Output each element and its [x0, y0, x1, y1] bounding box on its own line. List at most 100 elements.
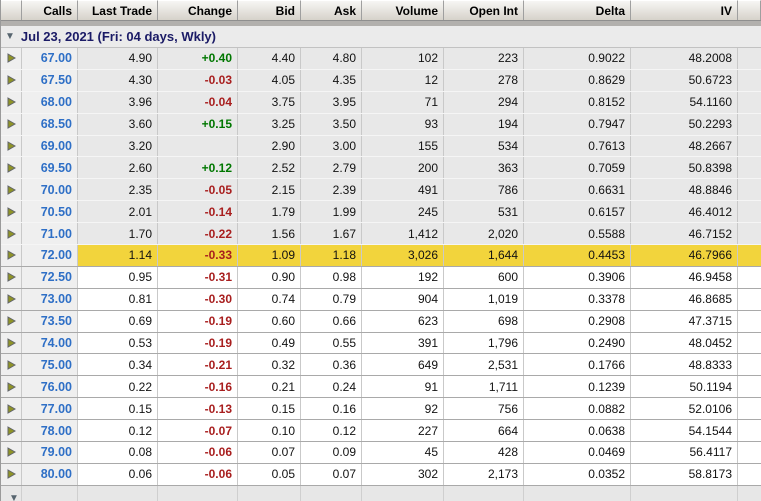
option-row-77.00[interactable]: 77.00 0.15 -0.13 0.15 0.16 92 756 0.0882 52.0106 — [1, 398, 761, 421]
expand-arrow-cell[interactable] — [1, 398, 22, 420]
expand-arrow-cell[interactable] — [1, 310, 22, 332]
strike-cell[interactable]: 77.00 — [22, 398, 78, 420]
expand-arrow-icon[interactable] — [7, 272, 16, 283]
strike-cell[interactable]: 67.50 — [22, 69, 78, 91]
expand-arrow-icon[interactable] — [7, 206, 16, 217]
volume-cell: 904 — [362, 288, 444, 310]
option-row-71.00[interactable]: 71.00 1.70 -0.22 1.56 1.67 1,412 2,020 0.5588 46… — [1, 223, 761, 246]
strike-cell[interactable]: 75.00 — [22, 354, 78, 376]
expand-arrow-icon[interactable] — [7, 447, 16, 458]
expand-arrow-cell[interactable] — [1, 113, 22, 135]
expand-arrow-icon[interactable] — [7, 403, 16, 414]
header-cell-open-int[interactable]: Open Int — [444, 0, 524, 20]
expand-arrow-cell[interactable] — [1, 179, 22, 201]
expand-arrow-icon[interactable] — [7, 316, 16, 326]
expand-arrow-icon[interactable] — [7, 163, 16, 173]
last-trade-cell: 4.90 — [78, 48, 158, 69]
expand-arrow-cell[interactable] — [1, 266, 22, 288]
expand-arrow-cell[interactable] — [1, 157, 22, 179]
expand-arrow-icon[interactable] — [7, 469, 16, 480]
strike-cell[interactable]: 69.00 — [22, 135, 78, 157]
expand-arrow-cell[interactable] — [1, 48, 22, 69]
option-row-78.00[interactable]: 78.00 0.12 -0.07 0.10 0.12 227 664 0.0638 54.154… — [1, 420, 761, 443]
option-row-75.00[interactable]: 75.00 0.34 -0.21 0.32 0.36 649 2,531 0.1766 48.8… — [1, 354, 761, 377]
expand-arrow-icon[interactable] — [7, 250, 16, 261]
strike-cell[interactable]: 70.00 — [22, 179, 78, 201]
option-row-68.00[interactable]: 68.00 3.96 -0.04 3.75 3.95 71 294 0.8152 54.1160 — [1, 91, 761, 114]
expand-arrow-cell[interactable] — [1, 332, 22, 354]
option-row-70.50[interactable]: 70.50 2.01 -0.14 1.79 1.99 245 531 0.6157 46.401… — [1, 201, 761, 224]
expand-arrow-cell[interactable] — [1, 442, 22, 463]
expand-arrow-cell[interactable] — [1, 463, 22, 485]
delta-cell: 0.8629 — [524, 69, 631, 91]
strike-cell[interactable]: 73.50 — [22, 310, 78, 332]
strike-cell[interactable]: 72.00 — [22, 245, 78, 266]
expand-arrow-cell[interactable] — [1, 354, 22, 376]
option-row-74.00[interactable]: 74.00 0.53 -0.19 0.49 0.55 391 1,796 0.2490 48.0… — [1, 332, 761, 355]
expand-arrow-cell[interactable] — [1, 91, 22, 113]
option-row-73.00[interactable]: 73.00 0.81 -0.30 0.74 0.79 904 1,019 0.3378 46.8… — [1, 288, 761, 311]
option-row-73.50[interactable]: 73.50 0.69 -0.19 0.60 0.66 623 698 0.2908 47.371… — [1, 310, 761, 333]
strike-cell[interactable]: 70.50 — [22, 201, 78, 223]
option-row-67.00[interactable]: 67.00 4.90 +0.40 4.40 4.80 102 223 0.9022 48.200… — [1, 48, 761, 70]
expand-arrow-icon[interactable] — [7, 228, 16, 239]
strike-cell[interactable]: 68.00 — [22, 91, 78, 113]
expand-arrow-cell[interactable] — [1, 376, 22, 398]
strike-cell[interactable]: 67.00 — [22, 48, 78, 69]
expand-arrow-cell[interactable] — [1, 201, 22, 223]
header-cell-ask[interactable]: Ask — [301, 0, 362, 20]
strike-cell[interactable]: 71.00 — [22, 223, 78, 245]
option-row-68.50[interactable]: 68.50 3.60 +0.15 3.25 3.50 93 194 0.7947 50.2293 — [1, 113, 761, 136]
partial-row-cell — [1, 485, 22, 501]
expand-arrow-icon[interactable] — [7, 425, 16, 436]
expand-arrow-cell[interactable] — [1, 245, 22, 266]
option-row-69.50[interactable]: 69.50 2.60 +0.12 2.52 2.79 200 363 0.7059 50.839… — [1, 157, 761, 180]
header-cell-iv[interactable]: IV — [631, 0, 738, 20]
expand-arrow-cell[interactable] — [1, 69, 22, 91]
row-filler-cell — [738, 157, 761, 179]
ask-cell: 4.35 — [301, 69, 362, 91]
header-cell-change[interactable]: Change — [158, 0, 238, 20]
strike-cell[interactable]: 74.00 — [22, 332, 78, 354]
expand-arrow-icon[interactable] — [7, 184, 16, 195]
expand-arrow-cell[interactable] — [1, 420, 22, 442]
header-cell-last-trade[interactable]: Last Trade — [78, 0, 158, 20]
strike-cell[interactable]: 72.50 — [22, 266, 78, 288]
option-row-76.00[interactable]: 76.00 0.22 -0.16 0.21 0.24 91 1,711 0.1239 50.11… — [1, 376, 761, 399]
expand-arrow-icon[interactable] — [7, 75, 16, 86]
expand-arrow-cell[interactable] — [1, 223, 22, 245]
option-row-72.50[interactable]: 72.50 0.95 -0.31 0.90 0.98 192 600 0.3906 46.945… — [1, 266, 761, 289]
header-cell-delta[interactable]: Delta — [524, 0, 631, 20]
strike-cell[interactable]: 80.00 — [22, 463, 78, 485]
expand-arrow-icon[interactable] — [7, 360, 16, 370]
header-cell-volume[interactable]: Volume — [362, 0, 444, 20]
strike-cell[interactable]: 68.50 — [22, 113, 78, 135]
option-row-72.00[interactable]: 72.00 1.14 -0.33 1.09 1.18 3,026 1,644 0.4453 46… — [1, 245, 761, 267]
expand-arrow-icon[interactable] — [7, 381, 16, 392]
expand-arrow-icon[interactable] — [7, 119, 16, 129]
expand-arrow-icon[interactable] — [7, 53, 16, 64]
last-trade-cell: 0.81 — [78, 288, 158, 310]
option-row-67.50[interactable]: 67.50 4.30 -0.03 4.05 4.35 12 278 0.8629 50.6723 — [1, 69, 761, 92]
expand-arrow-cell[interactable] — [1, 135, 22, 157]
option-row-79.00[interactable]: 79.00 0.08 -0.06 0.07 0.09 45 428 0.0469 56.4117 — [1, 442, 761, 464]
collapse-triangle-icon[interactable]: ▼ — [5, 30, 15, 42]
header-cell-bid[interactable]: Bid — [238, 0, 301, 20]
expiration-group-row[interactable]: ▼ Jul 23, 2021 (Fri: 04 days, Wkly) — [1, 26, 761, 48]
strike-cell[interactable]: 78.00 — [22, 420, 78, 442]
header-cell-calls[interactable]: Calls — [22, 0, 78, 20]
strike-cell[interactable]: 73.00 — [22, 288, 78, 310]
strike-cell[interactable]: 69.50 — [22, 157, 78, 179]
option-row-80.00[interactable]: 80.00 0.06 -0.06 0.05 0.07 302 2,173 0.0352 58.8… — [1, 463, 761, 486]
ask-cell: 0.66 — [301, 310, 362, 332]
expand-arrow-icon[interactable] — [7, 141, 16, 151]
expand-arrow-icon[interactable] — [7, 338, 16, 348]
strike-cell[interactable]: 76.00 — [22, 376, 78, 398]
option-row-69.00[interactable]: 69.00 3.20 2.90 3.00 155 534 0.7613 48.2667 — [1, 135, 761, 158]
expand-arrow-cell[interactable] — [1, 288, 22, 310]
option-row-70.00[interactable]: 70.00 2.35 -0.05 2.15 2.39 491 786 0.6631 48.884… — [1, 179, 761, 202]
last-trade-cell: 0.06 — [78, 463, 158, 485]
expand-arrow-icon[interactable] — [7, 294, 16, 305]
expand-arrow-icon[interactable] — [7, 97, 16, 108]
strike-cell[interactable]: 79.00 — [22, 442, 78, 463]
